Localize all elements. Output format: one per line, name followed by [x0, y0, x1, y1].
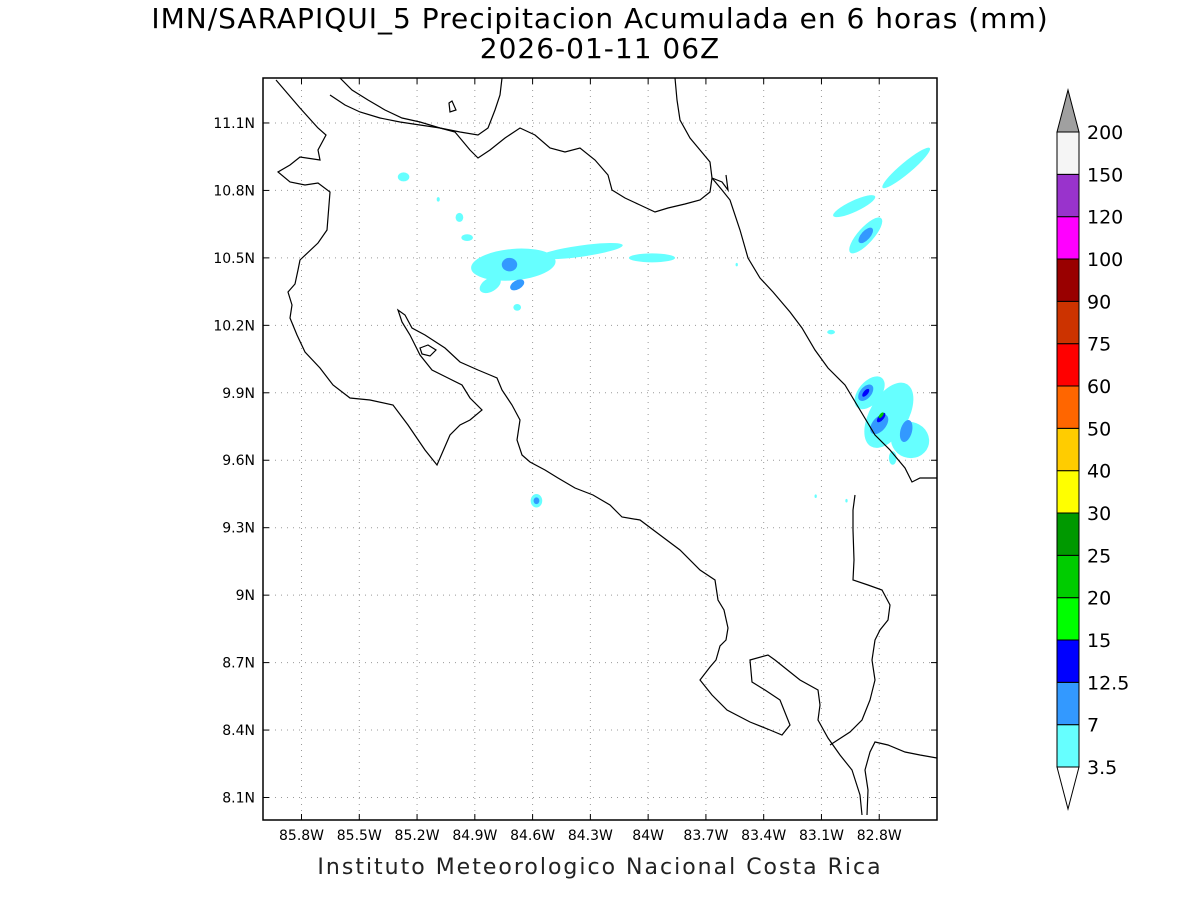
colorbar-swatch: [1056, 427, 1080, 472]
precip-area: [461, 234, 473, 242]
y-tick-label: 9N: [236, 588, 255, 604]
colorbar-swatch: [1056, 258, 1080, 302]
y-tick-label: 8.7N: [222, 656, 255, 672]
colorbar-swatch: [1056, 385, 1080, 429]
axis-ticks: 85.8W 85.5W 85.2W 84.9W 84.6W 84.3W 84W 83.7W 83…: [213, 78, 937, 844]
x-tick-label: 83.4W: [741, 828, 786, 844]
x-tick-label: 85.5W: [337, 828, 382, 844]
footer-credit: Instituto Meteorologico Nacional Costa R…: [317, 855, 883, 880]
colorbar-swatch: [1056, 343, 1080, 387]
precip-area: [455, 212, 464, 222]
precip-area: [628, 253, 676, 263]
precip-area: [436, 197, 440, 202]
coastline-panama: [864, 741, 937, 816]
colorbar-bottom-arrow: [1056, 766, 1080, 811]
precipitation-layer: [397, 147, 931, 508]
y-tick-label: 8.4N: [222, 723, 255, 739]
colorbar-label: 120: [1087, 207, 1123, 229]
colorbar-swatch: [1056, 216, 1080, 260]
colorbar-label: 7: [1087, 715, 1099, 737]
map-frame: [262, 77, 938, 821]
colorbar-swatch: [1056, 470, 1080, 514]
y-tick-label: 10.8N: [213, 183, 255, 199]
colorbar-label: 3.5: [1087, 757, 1117, 779]
y-tick-label: 9.9N: [222, 386, 255, 402]
coastline-north-pacific: [275, 79, 863, 816]
border-nicaragua: [329, 94, 713, 213]
precip-area: [533, 497, 540, 505]
colorbar: 3.5 7 12.5 15 20 25 30 40 50 60 75 90 100 120 150 200: [1056, 88, 1129, 811]
colorbar-swatch: [1056, 512, 1080, 556]
y-tick-label: 9.3N: [222, 521, 255, 537]
precip-area: [397, 172, 410, 182]
x-tick-label: 84W: [632, 828, 664, 844]
colorbar-label: 20: [1087, 588, 1111, 610]
y-tick-label: 10.5N: [213, 251, 255, 267]
x-tick-label: 83.7W: [683, 828, 728, 844]
colorbar-swatch: [1056, 639, 1080, 683]
colorbar-label: 12.5: [1087, 672, 1129, 694]
y-tick-label: 9.6N: [222, 453, 255, 469]
precip-area: [862, 388, 870, 397]
precip-area: [814, 494, 817, 499]
coastline-layer: [275, 78, 937, 816]
colorbar-swatch: [1056, 131, 1080, 175]
y-tick-label: 10.2N: [213, 318, 255, 334]
precip-area: [479, 276, 501, 294]
precip-area: [858, 227, 874, 244]
border-panama: [829, 494, 891, 746]
colorbar-label: 100: [1087, 249, 1123, 271]
precip-area: [899, 420, 913, 442]
precip-area: [510, 279, 525, 291]
colorbar-swatch: [1056, 597, 1080, 641]
colorbar-swatch: [1056, 681, 1080, 726]
colorbar-top-arrow: [1056, 88, 1080, 133]
colorbar-label: 200: [1087, 122, 1123, 144]
precip-area: [888, 451, 897, 465]
map-title: IMN/SARAPIQUI_5 Precipitacion Acumulada …: [151, 2, 1049, 35]
x-tick-label: 83.1W: [799, 828, 844, 844]
precip-area: [501, 257, 518, 272]
colorbar-swatch: [1056, 300, 1080, 345]
colorbar-label: 25: [1087, 545, 1111, 567]
colorbar-swatch: [1056, 173, 1080, 218]
x-tick-label: 84.3W: [568, 828, 613, 844]
map-gridlines: [263, 78, 937, 820]
x-tick-label: 84.9W: [452, 828, 497, 844]
precip-area: [538, 243, 623, 260]
colorbar-label: 75: [1087, 334, 1111, 356]
precip-area: [878, 412, 884, 419]
y-tick-label: 11.1N: [213, 116, 255, 132]
precip-area: [833, 195, 876, 218]
colorbar-swatch: [1056, 554, 1080, 599]
precip-area: [876, 412, 886, 423]
island-nicaragua-lake: [448, 100, 457, 113]
colorbar-label: 90: [1087, 291, 1111, 313]
x-tick-label: 85.8W: [279, 828, 324, 844]
map-subtitle: 2026-01-11 06Z: [479, 32, 721, 65]
y-tick-label: 8.1N: [222, 791, 255, 807]
precip-area: [845, 498, 848, 503]
lake-shore: [339, 78, 503, 136]
colorbar-label: 60: [1087, 376, 1111, 398]
island-nicoya: [419, 344, 437, 357]
colorbar-swatch: [1056, 724, 1080, 768]
precip-area: [735, 262, 738, 267]
colorbar-label: 150: [1087, 164, 1123, 186]
coastline-caribbean: [674, 78, 937, 483]
x-tick-label: 84.6W: [510, 828, 555, 844]
precip-area: [827, 329, 835, 335]
colorbar-label: 30: [1087, 503, 1111, 525]
precip-area: [882, 147, 931, 189]
x-tick-label: 85.2W: [395, 828, 440, 844]
river-mouth: [711, 174, 729, 193]
colorbar-label: 15: [1087, 630, 1111, 652]
colorbar-label: 50: [1087, 418, 1111, 440]
precip-area: [870, 414, 889, 435]
precip-area: [513, 303, 522, 311]
x-tick-label: 82.8W: [857, 828, 902, 844]
colorbar-label: 40: [1087, 461, 1111, 483]
